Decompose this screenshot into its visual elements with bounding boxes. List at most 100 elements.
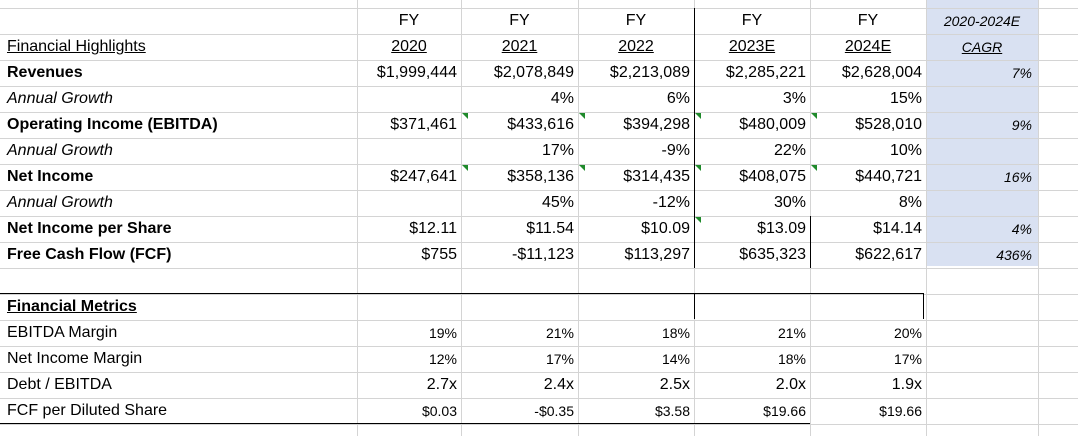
error-indicator-icon[interactable] [579, 165, 585, 171]
section-title-metrics[interactable]: Financial Metrics [7, 298, 137, 315]
value-cell[interactable]: $433,616 [507, 116, 574, 133]
error-indicator-icon[interactable] [811, 113, 817, 119]
row-label[interactable]: FCF per Diluted Share [7, 402, 168, 419]
value-cell[interactable]: 10% [889, 142, 922, 159]
row-label[interactable]: Net Income per Share [7, 220, 172, 237]
cagr-header-label[interactable]: CAGR [961, 39, 1003, 55]
value-cell[interactable]: $19.66 [763, 403, 806, 419]
year-header[interactable]: 2021 [501, 38, 538, 55]
value-cell[interactable]: 2.4x [543, 376, 574, 393]
value-cell[interactable]: $635,323 [739, 246, 806, 263]
error-indicator-icon[interactable] [462, 165, 468, 171]
value-cell[interactable]: $11.54 [526, 220, 574, 237]
year-header[interactable]: 2020 [391, 38, 427, 55]
cagr-cell[interactable]: 9% [1011, 117, 1032, 133]
row-label[interactable]: Debt / EBITDA [7, 376, 112, 393]
row-label[interactable]: Annual Growth [7, 194, 113, 211]
error-indicator-icon[interactable] [695, 217, 701, 223]
value-cell[interactable]: 1.9x [891, 376, 922, 393]
value-cell[interactable]: 18% [777, 351, 806, 367]
error-indicator-icon[interactable] [695, 165, 701, 171]
value-cell[interactable]: 8% [898, 194, 922, 211]
value-cell[interactable]: $755 [421, 246, 457, 263]
value-cell[interactable]: 4% [550, 90, 574, 107]
value-cell[interactable]: 2.5x [659, 376, 690, 393]
value-cell[interactable]: $2,078,849 [493, 64, 574, 81]
row-label[interactable]: Revenues [7, 64, 83, 81]
cagr-cell[interactable]: 4% [1011, 221, 1032, 237]
row-label[interactable]: EBITDA Margin [7, 324, 118, 341]
row-label[interactable]: Free Cash Flow (FCF) [7, 246, 172, 263]
value-cell[interactable]: 21% [777, 325, 806, 341]
cagr-header-range[interactable]: 2020-2024E [943, 13, 1021, 29]
value-cell[interactable]: $3.58 [654, 403, 690, 419]
value-cell[interactable]: $528,010 [855, 116, 922, 133]
value-cell[interactable] [357, 190, 461, 216]
value-cell[interactable]: $2,628,004 [841, 64, 922, 81]
value-cell[interactable]: $12.11 [409, 220, 457, 237]
value-cell[interactable]: 21% [545, 325, 574, 341]
row-label[interactable]: Annual Growth [7, 142, 113, 159]
value-cell[interactable]: $10.09 [641, 220, 690, 237]
fy-label[interactable]: FY [625, 12, 647, 29]
value-cell[interactable]: $1,999,444 [376, 64, 457, 81]
error-indicator-icon[interactable] [462, 113, 468, 119]
value-cell[interactable]: $0.03 [421, 403, 457, 419]
year-header[interactable]: 2023E [728, 38, 776, 55]
value-cell[interactable]: 18% [661, 325, 690, 341]
cagr-cell[interactable]: 16% [1003, 169, 1032, 185]
value-cell[interactable]: 17% [541, 142, 574, 159]
value-cell[interactable]: 19% [428, 325, 457, 341]
value-cell[interactable]: $247,641 [390, 168, 457, 185]
value-cell[interactable]: 14% [661, 351, 690, 367]
value-cell[interactable]: $371,461 [390, 116, 457, 133]
cagr-cell[interactable]: 7% [1011, 65, 1032, 81]
value-cell[interactable]: 17% [545, 351, 574, 367]
value-cell[interactable]: $2,285,221 [725, 64, 806, 81]
value-cell[interactable]: -12% [652, 194, 690, 211]
value-cell[interactable]: 45% [541, 194, 574, 211]
row-label[interactable]: Operating Income (EBITDA) [7, 116, 218, 133]
error-indicator-icon[interactable] [695, 113, 701, 119]
row-label[interactable]: Net Income [7, 168, 94, 185]
value-cell[interactable]: $2,213,089 [609, 64, 690, 81]
value-cell[interactable]: $14.14 [873, 220, 922, 237]
cagr-cell[interactable] [926, 86, 1038, 112]
value-cell[interactable]: $314,435 [623, 168, 690, 185]
year-header[interactable]: 2022 [618, 38, 654, 55]
value-cell[interactable]: $480,009 [739, 116, 806, 133]
fy-label[interactable]: FY [398, 12, 420, 29]
value-cell[interactable]: -9% [661, 142, 690, 159]
value-cell[interactable]: $408,075 [739, 168, 806, 185]
value-cell[interactable]: $622,617 [855, 246, 922, 263]
value-cell[interactable]: 30% [773, 194, 806, 211]
error-indicator-icon[interactable] [579, 113, 585, 119]
year-header[interactable]: 2024E [844, 38, 892, 55]
value-cell[interactable]: 2.0x [775, 376, 806, 393]
value-cell[interactable]: 15% [889, 90, 922, 107]
value-cell[interactable]: 22% [773, 142, 806, 159]
value-cell[interactable]: $358,136 [507, 168, 574, 185]
cagr-cell[interactable]: 436% [996, 247, 1032, 263]
value-cell[interactable]: $113,297 [624, 246, 690, 263]
value-cell[interactable]: 6% [666, 90, 690, 107]
fy-label[interactable]: FY [857, 12, 879, 29]
value-cell[interactable]: $394,298 [623, 116, 690, 133]
fy-label[interactable]: FY [741, 12, 763, 29]
value-cell[interactable]: 3% [782, 90, 806, 107]
row-label[interactable]: Annual Growth [7, 90, 113, 107]
cagr-cell[interactable] [926, 138, 1038, 164]
value-cell[interactable] [357, 86, 461, 112]
fy-label[interactable]: FY [509, 12, 530, 29]
value-cell[interactable]: $440,721 [855, 168, 922, 185]
error-indicator-icon[interactable] [811, 165, 817, 171]
cagr-cell[interactable] [926, 190, 1038, 216]
value-cell[interactable]: 2.7x [426, 376, 457, 393]
row-label[interactable]: Net Income Margin [7, 350, 143, 367]
value-cell[interactable]: $13.09 [757, 220, 806, 237]
section-title-highlights[interactable]: Financial Highlights [7, 38, 146, 55]
value-cell[interactable]: -$0.35 [534, 403, 574, 419]
value-cell[interactable]: 20% [893, 325, 922, 341]
value-cell[interactable]: 17% [893, 351, 922, 367]
